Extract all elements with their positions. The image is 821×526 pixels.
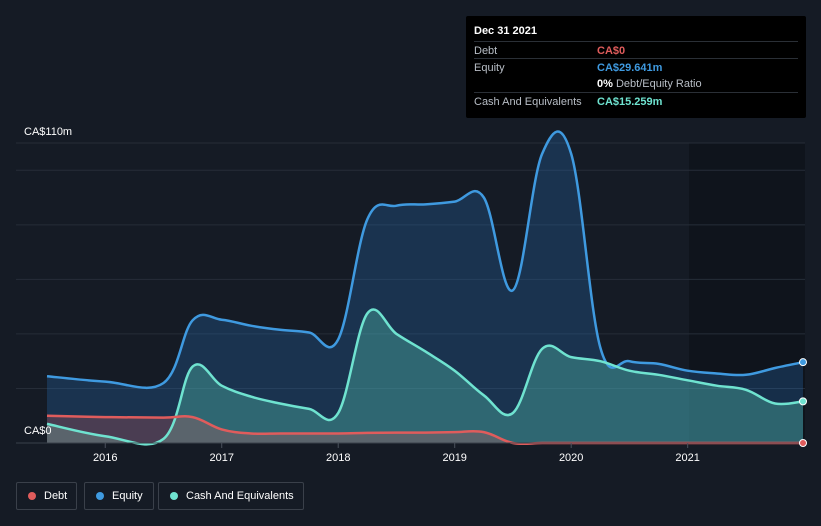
tooltip-equity-value: CA$29.641m	[597, 62, 663, 74]
chart-tooltip: Dec 31 2021 Debt CA$0 Equity CA$29.641m …	[466, 16, 806, 118]
tooltip-debt-value: CA$0	[597, 45, 626, 57]
series-areas	[47, 131, 803, 445]
equity-line	[46, 130, 804, 390]
series-endpoints	[799, 358, 807, 447]
x-tick-label-2019: 2019	[442, 452, 466, 464]
equity-dot-icon	[96, 492, 104, 500]
tooltip-ratio-suffix: Debt/Equity Ratio	[612, 78, 702, 90]
legend-debt-label: Debt	[44, 490, 68, 502]
tooltip-ratio-number: 0%	[597, 78, 613, 90]
cash-and-equivalents-endpoint	[799, 397, 807, 406]
legend-cash-label: Cash And Equivalents	[186, 490, 294, 502]
x-tick-label-2020: 2020	[559, 452, 583, 464]
tooltip-debt-label: Debt	[474, 45, 498, 57]
equity-endpoint	[799, 358, 807, 367]
debt-area	[47, 415, 803, 444]
tooltip-row-ratio: 0% Debt/Equity Ratio	[474, 75, 798, 92]
legend-item-debt[interactable]: Debt	[16, 482, 77, 510]
y-axis-top-label: CA$110m	[24, 126, 73, 138]
legend-equity-label: Equity	[112, 490, 143, 502]
tooltip-date: Dec 31 2021	[474, 25, 537, 37]
cash-dot-icon	[170, 492, 178, 500]
cash-and-equivalents-area	[47, 309, 803, 445]
legend-item-equity[interactable]: Equity	[84, 482, 154, 510]
debt-endpoint	[799, 439, 807, 447]
legend-item-cash[interactable]: Cash And Equivalents	[158, 482, 304, 510]
tooltip-row-cash: Cash And Equivalents CA$15.259m	[474, 92, 798, 110]
tooltip-row-debt: Debt CA$0	[474, 41, 798, 59]
tooltip-row-equity: Equity CA$29.641m	[474, 58, 798, 76]
cash-and-equivalents-line	[46, 308, 804, 446]
future-shade	[689, 143, 805, 443]
equity-area	[47, 131, 803, 443]
x-tick-label-2021: 2021	[675, 452, 699, 464]
x-tick-label-2016: 2016	[93, 452, 117, 464]
tooltip-cash-value: CA$15.259m	[597, 96, 663, 108]
x-tick-label-2017: 2017	[209, 452, 233, 464]
tooltip-cash-label: Cash And Equivalents	[474, 96, 582, 108]
tooltip-ratio-value: 0% Debt/Equity Ratio	[597, 78, 702, 90]
x-axis-ticks: 2016 2017 2018 2019 2020 2021	[93, 443, 700, 464]
tooltip-equity-label: Equity	[474, 62, 505, 74]
y-axis-bottom-label: CA$0	[24, 425, 52, 437]
x-tick-label-2018: 2018	[326, 452, 350, 464]
debt-dot-icon	[28, 492, 36, 500]
